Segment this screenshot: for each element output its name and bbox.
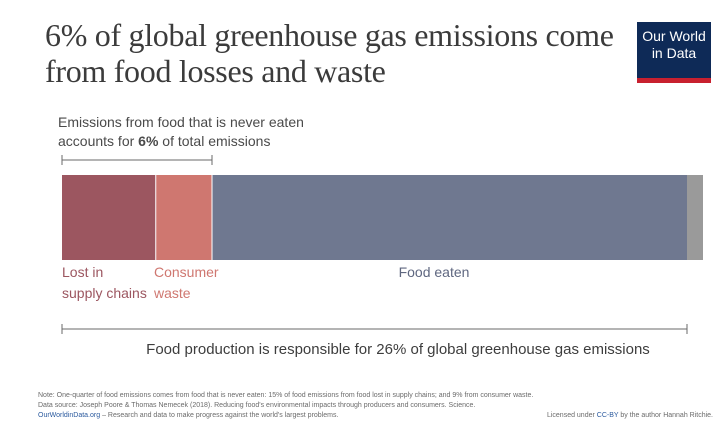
logo-line-1: Our World	[642, 28, 706, 44]
license-text: Licensed under CC-BY by the author Hanna…	[547, 411, 713, 421]
chart-title-line-1: 6% of global greenhouse gas emissions co…	[45, 17, 614, 53]
footnote-note: Note: One-quarter of food emissions come…	[38, 392, 534, 399]
segment-label-lost-line-2: supply chains	[62, 285, 147, 301]
bottom-annotation: Food production is responsible for 26% o…	[146, 341, 650, 358]
our-world-in-data-logo[interactable]: Our World in Data	[637, 22, 711, 83]
segment-label-consumer-line-1: Consumer	[154, 264, 219, 280]
bar-segments	[62, 175, 703, 260]
segment-label-consumer-line-2: waste	[153, 285, 191, 301]
bar-segment-lost-in-supply-chains	[62, 175, 156, 260]
chart-title: 6% of global greenhouse gas emissions co…	[45, 17, 625, 89]
bar-segment-consumer-waste	[155, 175, 212, 260]
bar-segment-food-eaten	[212, 175, 687, 260]
top-bracket	[61, 155, 213, 165]
top-annotation-line-1: Emissions from food that is never eaten	[58, 114, 304, 130]
license-prefix: Licensed under	[546, 412, 597, 419]
bottom-bracket	[61, 324, 688, 334]
owid-site-link[interactable]: OurWorldinData.org	[38, 412, 101, 419]
top-annotation-line-2: accounts for 6% of total emissions	[58, 133, 270, 149]
top-annotation-suffix: of total emissions	[158, 133, 270, 149]
owid-tagline: – Research and data to make progress aga…	[100, 412, 339, 419]
chart-title-line-2: from food losses and waste	[45, 53, 386, 89]
footnote-source: Data source: Joseph Poore & Thomas Nemec…	[38, 402, 476, 409]
segment-label-food-eaten: Food eaten	[399, 264, 470, 280]
segment-label-lost-line-1: Lost in	[62, 264, 103, 280]
bar-edge	[687, 175, 703, 260]
footnotes: Note: One-quarter of food emissions come…	[38, 391, 713, 421]
top-annotation-prefix: accounts for	[58, 133, 138, 149]
logo-line-2: in Data	[651, 45, 697, 61]
top-annotation-bold: 6%	[138, 133, 159, 149]
footnote-footer: OurWorldinData.org – Research and data t…	[38, 411, 713, 421]
license-link[interactable]: CC-BY	[596, 412, 619, 419]
license-suffix: by the author Hannah Ritchie.	[618, 412, 713, 419]
